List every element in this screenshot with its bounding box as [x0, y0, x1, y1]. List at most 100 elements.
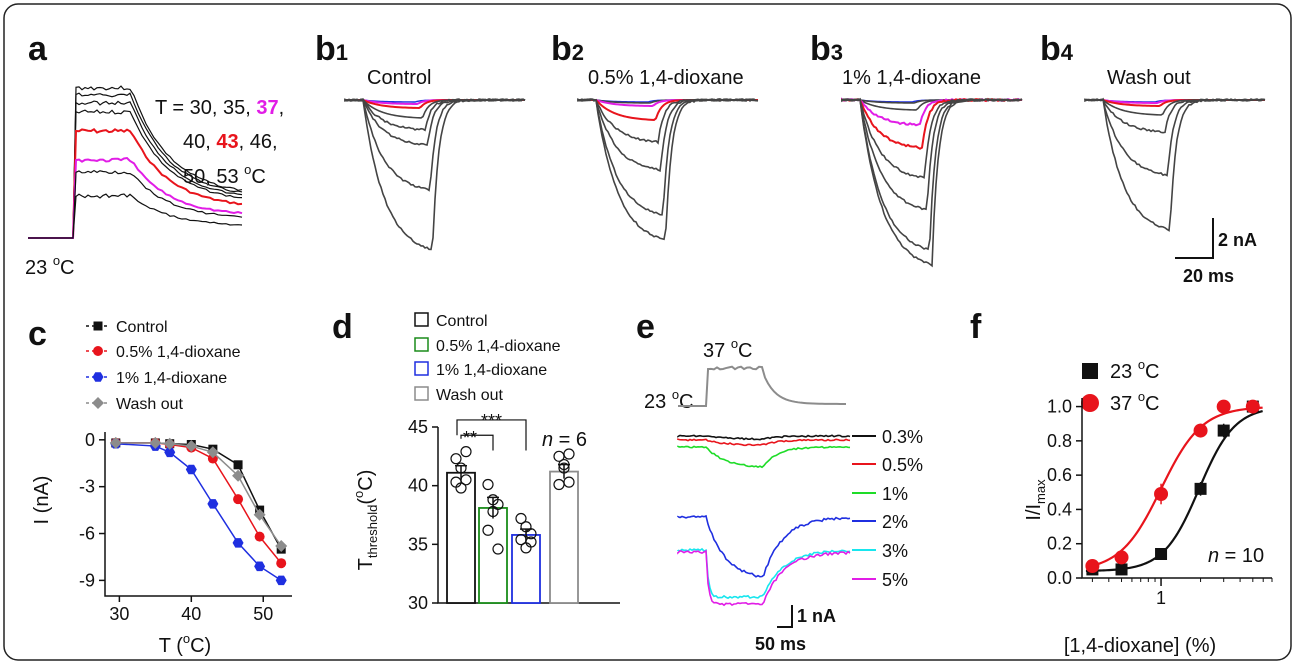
panel-e-label-0: 0.3%	[882, 427, 923, 447]
trace-a-46	[28, 157, 243, 239]
panel-c-point	[232, 538, 244, 548]
panel-c-point	[207, 453, 218, 464]
panel-f-legend-deg: o	[1138, 389, 1145, 404]
panel-f-letter: f	[970, 308, 982, 346]
panel-f-point-23	[1115, 563, 1128, 576]
panel-b2-title: 0.5% 1,4-dioxane	[588, 67, 744, 89]
panel-d-legend-label: 1% 1,4-dioxane	[436, 362, 547, 379]
panel-d-legend-label: Control	[436, 313, 488, 330]
panel-c-legend-marker	[92, 397, 104, 409]
panel-b-traces	[344, 97, 1266, 268]
panel-f-point-37	[1114, 550, 1129, 565]
panel-d-ytick-label: 45	[408, 417, 428, 437]
trace-b3-8	[841, 97, 1023, 268]
panel-c-point	[163, 437, 176, 450]
panel-d-legend-swatch	[414, 361, 429, 376]
panel-c-point	[233, 494, 244, 505]
panel-f-point-23	[1155, 548, 1168, 560]
panel-c-ylabel: I (nA)	[31, 476, 53, 525]
trace-b1-7	[344, 98, 526, 251]
panel-b-scale-bar: 2 nA 20 ms	[1175, 218, 1257, 286]
panel-f-plot: 0.0 0.2 0.4 0.6 0.8 1.0 1	[1047, 397, 1273, 608]
panel-c-legend-label: 0.5% 1,4-dioxane	[116, 344, 241, 361]
trace-a-37	[28, 100, 243, 239]
trace-e-0.3pct	[677, 434, 851, 441]
panel-c-point	[276, 558, 287, 569]
panel-c-point	[207, 499, 219, 509]
panel-b4-letter: b4	[1040, 30, 1074, 68]
panel-b-scale-y-label: 2 nA	[1218, 230, 1257, 250]
panel-c-ytick-label: -6	[79, 524, 95, 544]
panel-f-ylabel: I/Imax	[1023, 479, 1048, 521]
trace-e-5pct	[677, 549, 851, 607]
panel-a-temp-list-line3: 50, 53 oC	[183, 162, 266, 188]
panel-a-temp-list-line1: T = 30, 35, 37,	[155, 97, 284, 119]
panel-d-sig-bracket-1	[460, 434, 494, 451]
panel-c-legend-label: 1% 1,4-dioxane	[116, 370, 227, 387]
trace-b2-7	[577, 98, 759, 241]
panel-c-point	[254, 531, 265, 542]
panel-f-legend-unit: C	[1145, 393, 1159, 415]
panel-d-legend-label: 0.5% 1,4-dioxane	[436, 338, 561, 355]
panel-c-plot: 0 -3 -6 -9 30 40 50	[79, 430, 292, 624]
panel-c-ytick-label: -3	[79, 477, 95, 497]
panel-d-point	[525, 528, 537, 540]
panel-c-legend-marker	[93, 321, 103, 331]
panel-f-point-37	[1245, 399, 1260, 414]
panel-c-xtick-label: 50	[253, 604, 273, 624]
panel-d-bar-2	[511, 534, 541, 604]
panel-e-scale-x-label: 50 ms	[755, 634, 806, 654]
panel-f-fit-0	[1085, 410, 1263, 572]
panel-d-legend-swatch	[414, 312, 429, 327]
panel-f-ytick-label: 1.0	[1047, 397, 1072, 417]
panel-f-legend-circle	[1081, 394, 1099, 412]
panel-c-point	[233, 460, 243, 470]
panel-d-bar-1	[478, 507, 508, 604]
panel-c-point	[109, 436, 122, 449]
panel-a-temp-list-line2: 40, 43, 46,	[183, 131, 278, 153]
panel-c-xlabel: T (oC)	[159, 631, 211, 657]
panel-d-sig-1pct: ***	[481, 411, 502, 431]
panel-c-ytick-label: -9	[79, 570, 95, 590]
trace-e-2pct	[677, 514, 851, 578]
panel-b3-letter: b3	[810, 30, 843, 68]
trace-b1-6	[344, 98, 526, 192]
trace-b2-6	[577, 98, 759, 216]
panel-f-point-37	[1216, 399, 1231, 414]
trace-e-1pct	[677, 445, 851, 469]
panel-f-ytick-label: 0.4	[1047, 499, 1072, 519]
trace-a-53	[28, 193, 243, 239]
panel-f-legend-square	[1082, 363, 1098, 379]
panel-e-traces	[677, 365, 851, 607]
panel-a-traces	[28, 85, 243, 239]
panel-c-legend-marker	[92, 372, 104, 382]
trace-e-0.5pct	[677, 438, 851, 447]
panel-e-concentration-labels: 0.3% 0.5% 1% 2% 3% 5%	[852, 427, 923, 590]
panel-b1-title: Control	[367, 67, 431, 89]
trace-a-35	[28, 92, 243, 239]
panel-f-ytick-label: 0.8	[1047, 431, 1072, 451]
panel-d-point	[487, 505, 499, 518]
panel-f-xtick-label: 1	[1156, 588, 1166, 608]
panel-c-legend: Control 0.5% 1,4-dioxane 1% 1,4-dioxane Was…	[86, 319, 241, 413]
panel-d-point	[553, 478, 565, 491]
panel-c-xtick-label: 40	[181, 604, 201, 624]
panel-b-scale-x-label: 20 ms	[1183, 266, 1234, 286]
figure-border	[3, 3, 1292, 661]
panel-d-sig-bracket-2	[456, 419, 527, 451]
panel-e-scale-bar: 1 nA 50 ms	[755, 605, 836, 654]
panel-d-point	[525, 536, 537, 548]
panel-a-baseline-label: 23 oC	[25, 253, 75, 279]
panel-b3-title: 1% 1,4-dioxane	[842, 67, 981, 89]
panel-d-point	[460, 446, 472, 458]
panel-d-bar-3	[549, 470, 579, 604]
panel-f-legend-text: 23	[1110, 361, 1138, 383]
panel-d-point	[455, 482, 467, 494]
trace-a-30	[28, 85, 243, 239]
panel-d-sig-0.5pct: **	[463, 428, 477, 448]
panel-d-point	[515, 512, 527, 525]
panel-f-legend-unit: C	[1145, 361, 1159, 383]
panel-c-point	[206, 446, 219, 459]
panel-e-label-3: 2%	[882, 512, 908, 532]
